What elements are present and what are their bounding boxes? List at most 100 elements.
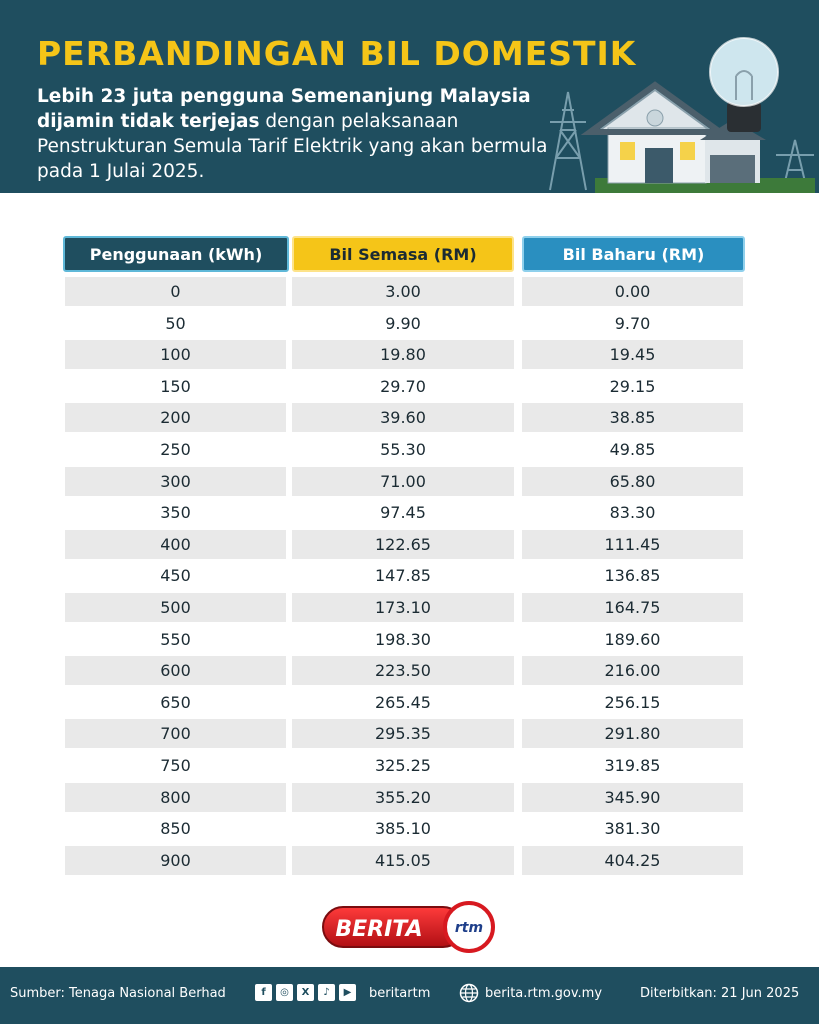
table-row: 550 198.30 189.60 xyxy=(63,623,745,655)
current-bill-cell: 3.00 xyxy=(292,277,514,306)
current-bill-cell: 295.35 xyxy=(292,719,514,749)
column-header-new-bill: Bil Baharu (RM) xyxy=(522,236,745,272)
usage-cell: 750 xyxy=(160,755,191,775)
table-header: Penggunaan (kWh) Bil Semasa (RM) Bil Bah… xyxy=(63,236,745,272)
current-bill-cell: 173.10 xyxy=(292,592,514,622)
new-bill-cell: 164.75 xyxy=(522,592,743,622)
website-link[interactable]: berita.rtm.gov.my xyxy=(485,986,603,1001)
new-bill-cell: 0.00 xyxy=(522,277,743,306)
new-bill-cell: 29.15 xyxy=(609,376,656,396)
page-title: PERBANDINGAN BIL DOMESTIK xyxy=(37,34,637,73)
footer-bar: Sumber: Tenaga Nasional Berhad f ◎ X ♪ ▶… xyxy=(0,967,819,1024)
usage-cell: 900 xyxy=(65,845,286,875)
current-bill-cell: 415.05 xyxy=(292,845,514,875)
new-bill-cell: 319.85 xyxy=(604,755,661,775)
social-icons: f ◎ X ♪ ▶ xyxy=(255,984,356,1001)
usage-cell: 400 xyxy=(65,529,286,559)
new-bill-cell: 189.60 xyxy=(604,629,661,649)
usage-cell: 500 xyxy=(65,592,286,622)
published-date: Diterbitkan: 21 Jun 2025 xyxy=(640,986,800,1001)
current-bill-cell: 55.30 xyxy=(380,439,426,459)
current-bill-cell: 325.25 xyxy=(375,755,431,775)
usage-cell: 850 xyxy=(160,819,191,839)
current-bill-cell: 385.10 xyxy=(375,819,431,839)
usage-cell: 200 xyxy=(65,403,286,433)
berita-rtm-logo: BERITA rtm xyxy=(322,901,495,953)
source-text: Sumber: Tenaga Nasional Berhad xyxy=(10,986,226,1001)
usage-cell: 350 xyxy=(160,503,191,523)
current-bill-cell: 355.20 xyxy=(292,782,514,812)
table-row: 500 173.10 164.75 xyxy=(63,591,745,623)
table-row: 0 3.00 0.00 xyxy=(63,275,745,307)
new-bill-cell: 111.45 xyxy=(522,529,743,559)
current-bill-cell: 198.30 xyxy=(375,629,431,649)
new-bill-cell: 19.45 xyxy=(522,340,743,370)
table-row: 600 223.50 216.00 xyxy=(63,654,745,686)
new-bill-cell: 38.85 xyxy=(522,403,743,433)
house-lightbulb-illustration xyxy=(549,37,815,193)
table-body: 0 3.00 0.00 50 9.90 9.70 100 19.80 19.45 150 29.70… xyxy=(63,275,745,875)
table-row: 300 71.00 65.80 xyxy=(63,465,745,497)
current-bill-cell: 265.45 xyxy=(375,692,431,712)
usage-cell: 300 xyxy=(65,466,286,496)
svg-text:BERITA: BERITA xyxy=(335,917,422,942)
page-subtitle: Lebih 23 juta pengguna Semenanjung Malay… xyxy=(37,84,557,184)
usage-cell: 0 xyxy=(65,277,286,306)
usage-cell: 100 xyxy=(65,340,286,370)
usage-cell: 150 xyxy=(160,376,191,396)
usage-cell: 550 xyxy=(160,629,191,649)
facebook-icon[interactable]: f xyxy=(255,984,272,1001)
current-bill-cell: 147.85 xyxy=(375,566,431,586)
table-row: 50 9.90 9.70 xyxy=(63,307,745,339)
new-bill-cell: 83.30 xyxy=(609,503,656,523)
new-bill-cell: 381.30 xyxy=(604,819,661,839)
new-bill-cell: 256.15 xyxy=(604,692,661,712)
instagram-icon[interactable]: ◎ xyxy=(276,984,293,1001)
table-row: 900 415.05 404.25 xyxy=(63,844,745,876)
table-row: 150 29.70 29.15 xyxy=(63,370,745,402)
social-handle[interactable]: beritartm xyxy=(369,986,431,1001)
usage-cell: 50 xyxy=(165,313,186,333)
current-bill-cell: 223.50 xyxy=(292,656,514,686)
new-bill-cell: 404.25 xyxy=(522,845,743,875)
table-row: 250 55.30 49.85 xyxy=(63,433,745,465)
column-header-current-bill: Bil Semasa (RM) xyxy=(292,236,514,272)
current-bill-cell: 19.80 xyxy=(292,340,514,370)
usage-cell: 600 xyxy=(65,656,286,686)
column-header-usage: Penggunaan (kWh) xyxy=(63,236,289,272)
header-banner: PERBANDINGAN BIL DOMESTIK Lebih 23 juta … xyxy=(0,0,819,193)
usage-cell: 250 xyxy=(160,439,191,459)
youtube-icon[interactable]: ▶ xyxy=(339,984,356,1001)
table-row: 650 265.45 256.15 xyxy=(63,686,745,718)
usage-cell: 650 xyxy=(160,692,191,712)
table-row: 100 19.80 19.45 xyxy=(63,338,745,370)
new-bill-cell: 136.85 xyxy=(604,566,661,586)
x-icon[interactable]: X xyxy=(297,984,314,1001)
table-row: 800 355.20 345.90 xyxy=(63,781,745,813)
new-bill-cell: 65.80 xyxy=(522,466,743,496)
tiktok-icon[interactable]: ♪ xyxy=(318,984,335,1001)
table-row: 450 147.85 136.85 xyxy=(63,559,745,591)
table-row: 750 325.25 319.85 xyxy=(63,749,745,781)
subtitle-highlight: Lebih 23 juta pengguna Semenanjung Malay… xyxy=(37,86,531,132)
current-bill-cell: 9.90 xyxy=(385,313,421,333)
usage-cell: 450 xyxy=(160,566,191,586)
usage-cell: 700 xyxy=(65,719,286,749)
current-bill-cell: 29.70 xyxy=(380,376,426,396)
usage-cell: 800 xyxy=(65,782,286,812)
table-row: 850 385.10 381.30 xyxy=(63,812,745,844)
bill-comparison-table: Penggunaan (kWh) Bil Semasa (RM) Bil Bah… xyxy=(63,236,745,875)
table-row: 200 39.60 38.85 xyxy=(63,401,745,433)
globe-icon xyxy=(459,983,479,1003)
new-bill-cell: 345.90 xyxy=(522,782,743,812)
current-bill-cell: 122.65 xyxy=(292,529,514,559)
new-bill-cell: 49.85 xyxy=(609,439,656,459)
new-bill-cell: 216.00 xyxy=(522,656,743,686)
new-bill-cell: 291.80 xyxy=(522,719,743,749)
current-bill-cell: 39.60 xyxy=(292,403,514,433)
new-bill-cell: 9.70 xyxy=(614,313,651,333)
svg-text:rtm: rtm xyxy=(455,920,483,936)
table-row: 700 295.35 291.80 xyxy=(63,717,745,749)
table-row: 400 122.65 111.45 xyxy=(63,528,745,560)
current-bill-cell: 71.00 xyxy=(292,466,514,496)
